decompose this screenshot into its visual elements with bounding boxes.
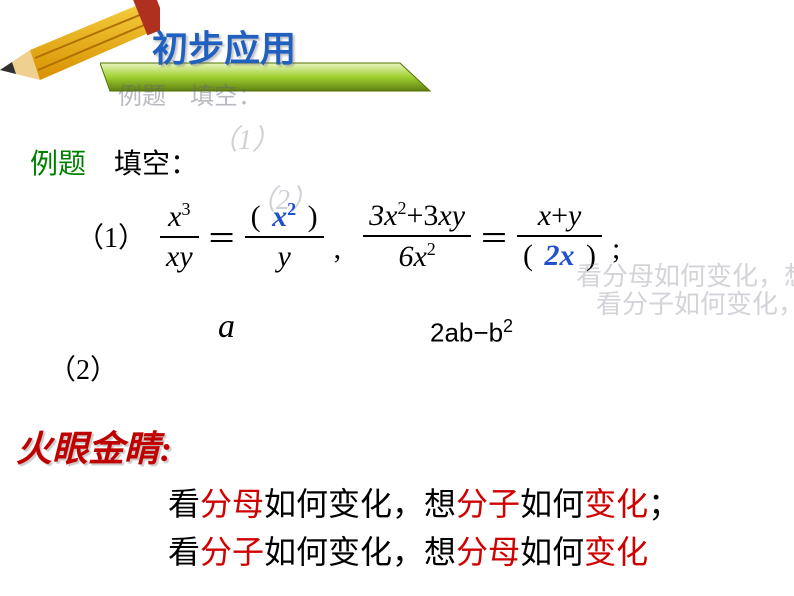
- item1-label: （1）: [76, 216, 146, 256]
- expr-2ab-b2: 2ab−b2: [430, 316, 513, 349]
- equals-1: ＝: [207, 214, 237, 258]
- page-title: 初步应用: [152, 20, 296, 72]
- symbol-a: a: [218, 308, 235, 346]
- fraction-2: ( x2 ) y: [245, 199, 324, 274]
- ghost-hint-2: 看分子如何变化，想: [596, 284, 794, 321]
- item2-label: （2）: [48, 348, 118, 388]
- huoyan-heading: 火眼金睛:: [16, 420, 172, 472]
- line-1: 看分母如何变化，想分子如何变化；: [168, 480, 680, 528]
- fraction-1: x3 xy: [160, 199, 199, 274]
- example-green: 例题: [30, 149, 86, 180]
- fraction-3: 3x2+3xy 6x2: [363, 198, 471, 274]
- comma: ,: [334, 232, 342, 274]
- line-2: 看分子如何变化，想分母如何变化: [168, 528, 680, 576]
- equals-2: ＝: [479, 214, 509, 258]
- ghost-subtitle: 例题 填空：: [118, 76, 262, 111]
- example-label: 例题 填空：: [30, 142, 198, 182]
- ghost-paren-1: （1）: [210, 118, 280, 158]
- example-black: 填空：: [86, 149, 198, 180]
- equation-row: （1） x3 xy ＝ ( x2 ) y , 3x2+3xy 6x2 ＝ x+y…: [76, 198, 620, 274]
- bottom-explanation: 看分母如何变化，想分子如何变化； 看分子如何变化，想分母如何变化: [168, 480, 680, 576]
